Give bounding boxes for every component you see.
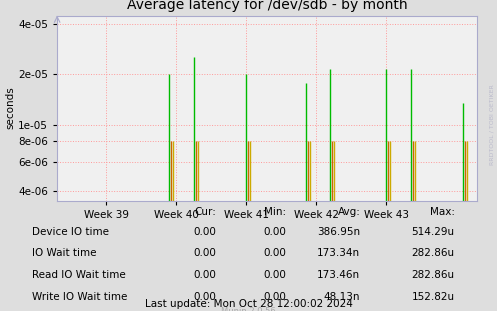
Text: 0.00: 0.00 bbox=[193, 248, 216, 258]
Text: Min:: Min: bbox=[263, 207, 286, 217]
Text: Write IO Wait time: Write IO Wait time bbox=[32, 292, 128, 302]
Text: IO Wait time: IO Wait time bbox=[32, 248, 97, 258]
Text: 282.86u: 282.86u bbox=[412, 270, 455, 280]
Text: Cur:: Cur: bbox=[194, 207, 216, 217]
Text: 282.86u: 282.86u bbox=[412, 248, 455, 258]
Text: 0.00: 0.00 bbox=[263, 248, 286, 258]
Text: 386.95n: 386.95n bbox=[317, 227, 360, 237]
Text: Munin 2.0.56: Munin 2.0.56 bbox=[221, 307, 276, 311]
Text: Device IO time: Device IO time bbox=[32, 227, 109, 237]
Text: 0.00: 0.00 bbox=[193, 292, 216, 302]
Text: 0.00: 0.00 bbox=[193, 270, 216, 280]
Text: 0.00: 0.00 bbox=[193, 227, 216, 237]
Text: 173.34n: 173.34n bbox=[317, 248, 360, 258]
Text: 0.00: 0.00 bbox=[263, 227, 286, 237]
Text: Avg:: Avg: bbox=[337, 207, 360, 217]
Title: Average latency for /dev/sdb - by month: Average latency for /dev/sdb - by month bbox=[127, 0, 408, 12]
Text: 0.00: 0.00 bbox=[263, 270, 286, 280]
Text: Read IO Wait time: Read IO Wait time bbox=[32, 270, 126, 280]
Text: 152.82u: 152.82u bbox=[412, 292, 455, 302]
Text: Last update: Mon Oct 28 12:00:02 2024: Last update: Mon Oct 28 12:00:02 2024 bbox=[145, 299, 352, 309]
Text: RRDTOOL / TOBI OETIKER: RRDTOOL / TOBI OETIKER bbox=[490, 84, 495, 165]
Text: 48.13n: 48.13n bbox=[324, 292, 360, 302]
Text: 173.46n: 173.46n bbox=[317, 270, 360, 280]
Text: Max:: Max: bbox=[430, 207, 455, 217]
Text: 514.29u: 514.29u bbox=[412, 227, 455, 237]
Text: 0.00: 0.00 bbox=[263, 292, 286, 302]
Y-axis label: seconds: seconds bbox=[5, 87, 15, 129]
